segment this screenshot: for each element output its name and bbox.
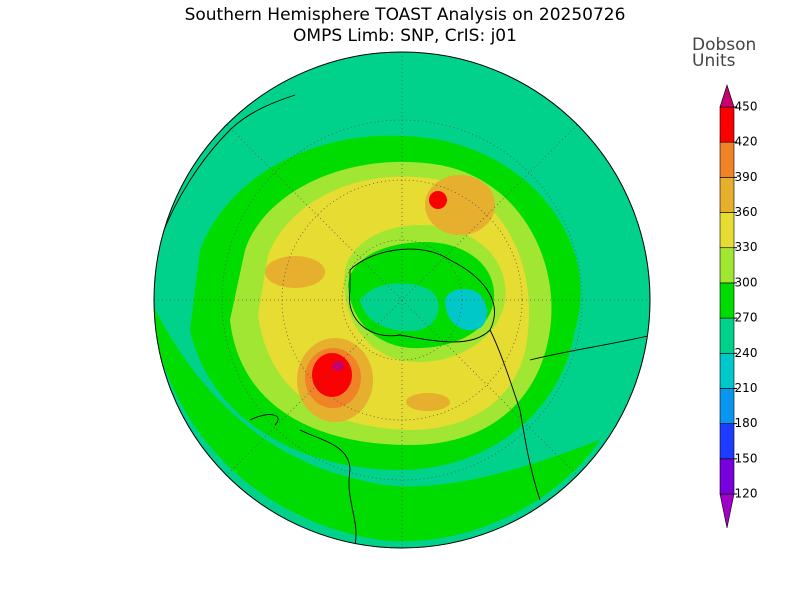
colorbar-tick-label: 420 [735,135,758,149]
colorbar-tick-label: 360 [735,205,758,219]
colorbar-tick-label: 150 [735,451,758,465]
colorbar-tick-label: 120 [735,487,758,501]
field-cyan [445,289,487,331]
colorbar-segment [719,177,735,213]
polar-map [154,52,650,548]
colorbar-tick-label: 240 [735,346,758,360]
colorbar-tick-label: 270 [735,311,758,325]
coastlines [159,94,650,546]
colorbar-tick-label: 300 [735,275,758,289]
colorbar-tick-label: 210 [735,381,758,395]
graticule [154,52,650,548]
colorbar-segment [719,282,735,319]
colorbar-tick-label: 450 [735,100,758,114]
colorbar-segment [719,388,735,424]
colorbar-segment [719,247,735,284]
field-orange [265,256,325,288]
colorbar-extend-low [719,493,735,529]
colorbar-segment [719,141,735,178]
field-red [312,353,352,397]
field-teal [360,283,439,332]
colorbar-label: Dobson [692,35,756,55]
colorbar-extend-high [719,84,735,108]
colorbar-label: Units [692,51,736,71]
map-title: Southern Hemisphere TOAST Analysis on 20… [185,5,626,25]
field-orange [425,175,495,235]
colorbar-segment [719,458,735,495]
colorbar-tick-label: 330 [735,240,758,254]
colorbar-segment [719,423,735,460]
colorbar-segment [719,352,735,389]
colorbar-tick-label: 390 [735,170,758,184]
field-orange [406,393,450,411]
map-subtitle: OMPS Limb: SNP, CrIS: j01 [293,26,517,46]
colorbar-segment [719,317,735,354]
field-green [154,300,600,542]
colorbar-tick-label: 180 [735,416,758,430]
field-magenta [332,361,344,371]
colorbar-segment [719,106,735,143]
field-red [429,191,447,209]
colorbar-segment [719,212,735,249]
map-border [153,51,651,549]
